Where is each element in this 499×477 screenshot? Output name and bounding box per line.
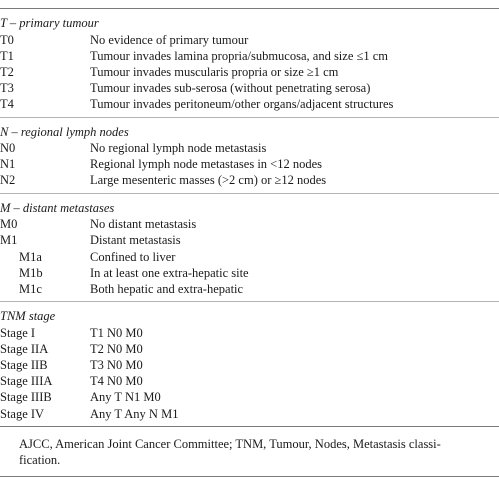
table-row: Stage IIB T3 N0 M0 (0, 357, 499, 373)
row-description: Large mesenteric masses (>2 cm) or ≥12 n… (90, 173, 327, 188)
row-description: No regional lymph node metastasis (90, 141, 267, 156)
row-description: No distant metastasis (90, 217, 197, 232)
row-description: Tumour invades muscularis propria or siz… (90, 64, 339, 79)
row-description: T4 N0 M0 (90, 374, 143, 389)
table-row: M0 No distant metastasis (0, 216, 499, 232)
section-title: M – distant metastases (0, 200, 115, 215)
section-primary-tumour: T – primary tumour T0 No evidence of pri… (0, 9, 499, 117)
table-row: N2 Large mesenteric masses (>2 cm) or ≥1… (0, 172, 499, 188)
row-code: M1c (19, 281, 42, 296)
row-code: Stage IIIA (0, 374, 53, 389)
table-row: N1 Regional lymph node metastases in <12… (0, 156, 499, 172)
table-row: Stage IIA T2 N0 M0 (0, 341, 499, 357)
footnote-line: fication. (19, 453, 61, 468)
row-code: Stage IV (0, 406, 45, 421)
footnote-line: AJCC, American Joint Cancer Committee; T… (19, 436, 441, 451)
row-description: Distant metastasis (90, 233, 181, 248)
row-description: Any T Any N M1 (90, 406, 179, 421)
row-code: M0 (0, 217, 18, 232)
section-regional-lymph-nodes: N – regional lymph nodes N0 No regional … (0, 118, 499, 193)
top-rule (0, 8, 499, 9)
row-description: Confined to liver (90, 249, 176, 264)
table-row: T1 Tumour invades lamina propria/submuco… (0, 48, 499, 64)
section-tnm-stage: TNM stage Stage I T1 N0 M0 Stage IIA T2 … (0, 302, 499, 426)
section-divider (0, 301, 499, 303)
table-row: T2 Tumour invades muscularis propria or … (0, 64, 499, 80)
table-footnote: AJCC, American Joint Cancer Committee; T… (0, 427, 499, 469)
table-row: N0 No regional lymph node metastasis (0, 140, 499, 156)
table-bottom-rule (0, 425, 499, 427)
row-description: Tumour invades lamina propria/submucosa,… (90, 48, 389, 63)
row-description: In at least one extra-hepatic site (90, 265, 249, 280)
row-code: T0 (0, 32, 14, 47)
row-description: Regional lymph node metastases in <12 no… (90, 157, 323, 172)
table-row: M1a Confined to liver (0, 249, 499, 265)
row-code: T1 (0, 48, 14, 63)
row-code: M1b (19, 265, 43, 280)
table-row: T0 No evidence of primary tumour (0, 32, 499, 48)
row-code: M1a (19, 249, 42, 264)
section-divider (0, 116, 499, 118)
row-description: T3 N0 M0 (90, 358, 143, 373)
table-row: Stage IV Any T Any N M1 (0, 406, 499, 422)
row-code: Stage IIB (0, 358, 48, 373)
row-description: Both hepatic and extra-hepatic (90, 281, 244, 296)
row-code: Stage I (0, 325, 36, 340)
row-code: T3 (0, 81, 14, 96)
row-code: N1 (0, 157, 16, 172)
row-description: T2 N0 M0 (90, 341, 143, 356)
section-title: T – primary tumour (0, 16, 99, 30)
table-row: M1c Both hepatic and extra-hepatic (0, 281, 499, 297)
row-description: Tumour invades sub-serosa (without penet… (90, 81, 371, 96)
row-description: Tumour invades peritoneum/other organs/a… (90, 97, 394, 112)
section-distant-metastases: M – distant metastases M0 No distant met… (0, 194, 499, 302)
table-row: Stage I T1 N0 M0 (0, 325, 499, 341)
row-description: Any T N1 M0 (90, 390, 161, 405)
row-code: T4 (0, 97, 14, 112)
row-description: No evidence of primary tumour (90, 32, 249, 47)
table-row: Stage IIIB Any T N1 M0 (0, 389, 499, 405)
table-row: T3 Tumour invades sub-serosa (without pe… (0, 80, 499, 96)
row-code: T2 (0, 64, 14, 79)
section-title: TNM stage (0, 309, 56, 324)
row-code: N2 (0, 173, 16, 188)
row-code: N0 (0, 141, 16, 156)
table-row: T4 Tumour invades peritoneum/other organ… (0, 96, 499, 112)
row-code: Stage IIA (0, 341, 49, 356)
section-title: N – regional lymph nodes (0, 124, 129, 139)
table-row: Stage IIIA T4 N0 M0 (0, 373, 499, 389)
row-code: M1 (0, 233, 18, 248)
table-row: M1 Distant metastasis (0, 232, 499, 248)
row-description: T1 N0 M0 (90, 325, 143, 340)
row-code: Stage IIIB (0, 390, 52, 405)
section-divider (0, 192, 499, 194)
table-row: M1b In at least one extra-hepatic site (0, 265, 499, 281)
tnm-staging-table: T – primary tumour T0 No evidence of pri… (0, 8, 499, 477)
